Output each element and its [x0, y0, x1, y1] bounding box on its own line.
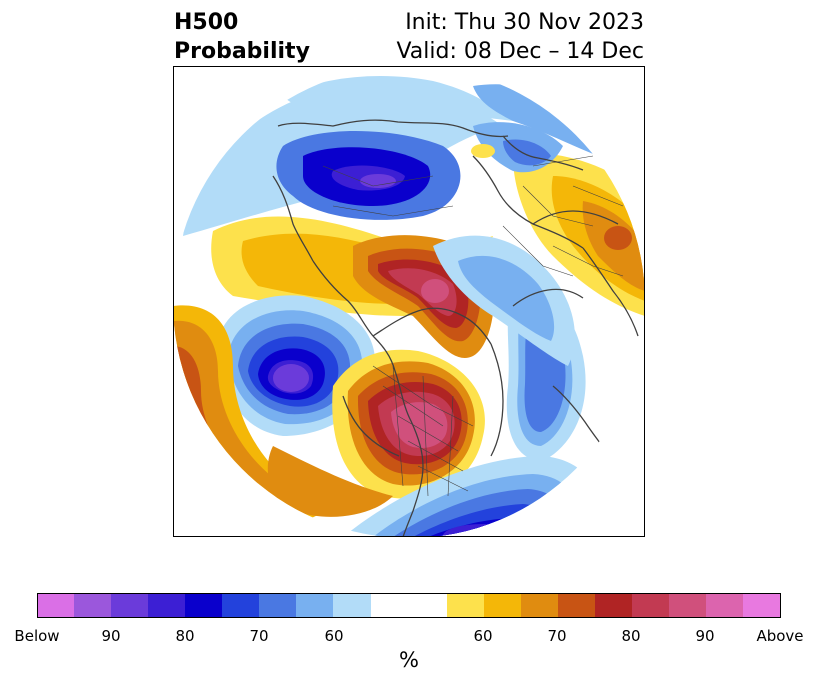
colorbar-swatch [111, 593, 149, 618]
colorbar-swatch [371, 593, 410, 618]
colorbar-unit: % [399, 648, 419, 672]
colorbar-swatch [222, 593, 260, 618]
colorbar-tick-label: 90 [695, 627, 715, 645]
chart-title: H500 Probability [174, 8, 310, 66]
colorbar-swatch [632, 593, 670, 618]
colorbar-swatch [185, 593, 223, 618]
colorbar-swatch [743, 593, 781, 618]
colorbar-swatch [669, 593, 707, 618]
colorbar-swatch [296, 593, 334, 618]
colorbar-swatch [259, 593, 297, 618]
colorbar-swatch [484, 593, 522, 618]
colorbar-swatch [706, 593, 744, 618]
probability-map [173, 66, 645, 537]
colorbar-tick-label: 60 [473, 627, 493, 645]
colorbar-swatch [521, 593, 559, 618]
borders [322, 125, 629, 497]
colorbar-swatch [595, 593, 633, 618]
colorbar-swatch [74, 593, 112, 618]
valid-range: Valid: 08 Dec – 14 Dec [396, 39, 644, 64]
colorbar-swatch [558, 593, 596, 618]
colorbar-tick-label: 70 [547, 627, 567, 645]
init-date: Init: Thu 30 Nov 2023 [405, 10, 644, 35]
colorbar-tick-label: 80 [621, 627, 641, 645]
colorbar-tick-label: 80 [175, 627, 195, 645]
coastlines [272, 119, 639, 537]
variable-label: H500 [174, 10, 239, 35]
colorbar-swatch [37, 593, 75, 618]
contour-fill [173, 66, 645, 537]
colorbar-swatches [37, 593, 781, 618]
colorbar-tick-label: Above [756, 627, 804, 645]
colorbar-swatch [333, 593, 372, 618]
colorbar-tick-label: 70 [249, 627, 269, 645]
colorbar-tick-label: 90 [101, 627, 121, 645]
colorbar-tick-label: Below [14, 627, 60, 645]
colorbar-frame [37, 593, 781, 618]
map-frame [173, 66, 645, 537]
date-info: Init: Thu 30 Nov 2023 Valid: 08 Dec – 14… [396, 8, 644, 66]
colorbar [37, 593, 781, 618]
colorbar-swatch [409, 593, 448, 618]
product-label: Probability [174, 39, 310, 64]
colorbar-swatch [447, 593, 485, 618]
colorbar-tick-label: 60 [324, 627, 344, 645]
colorbar-swatch [148, 593, 186, 618]
